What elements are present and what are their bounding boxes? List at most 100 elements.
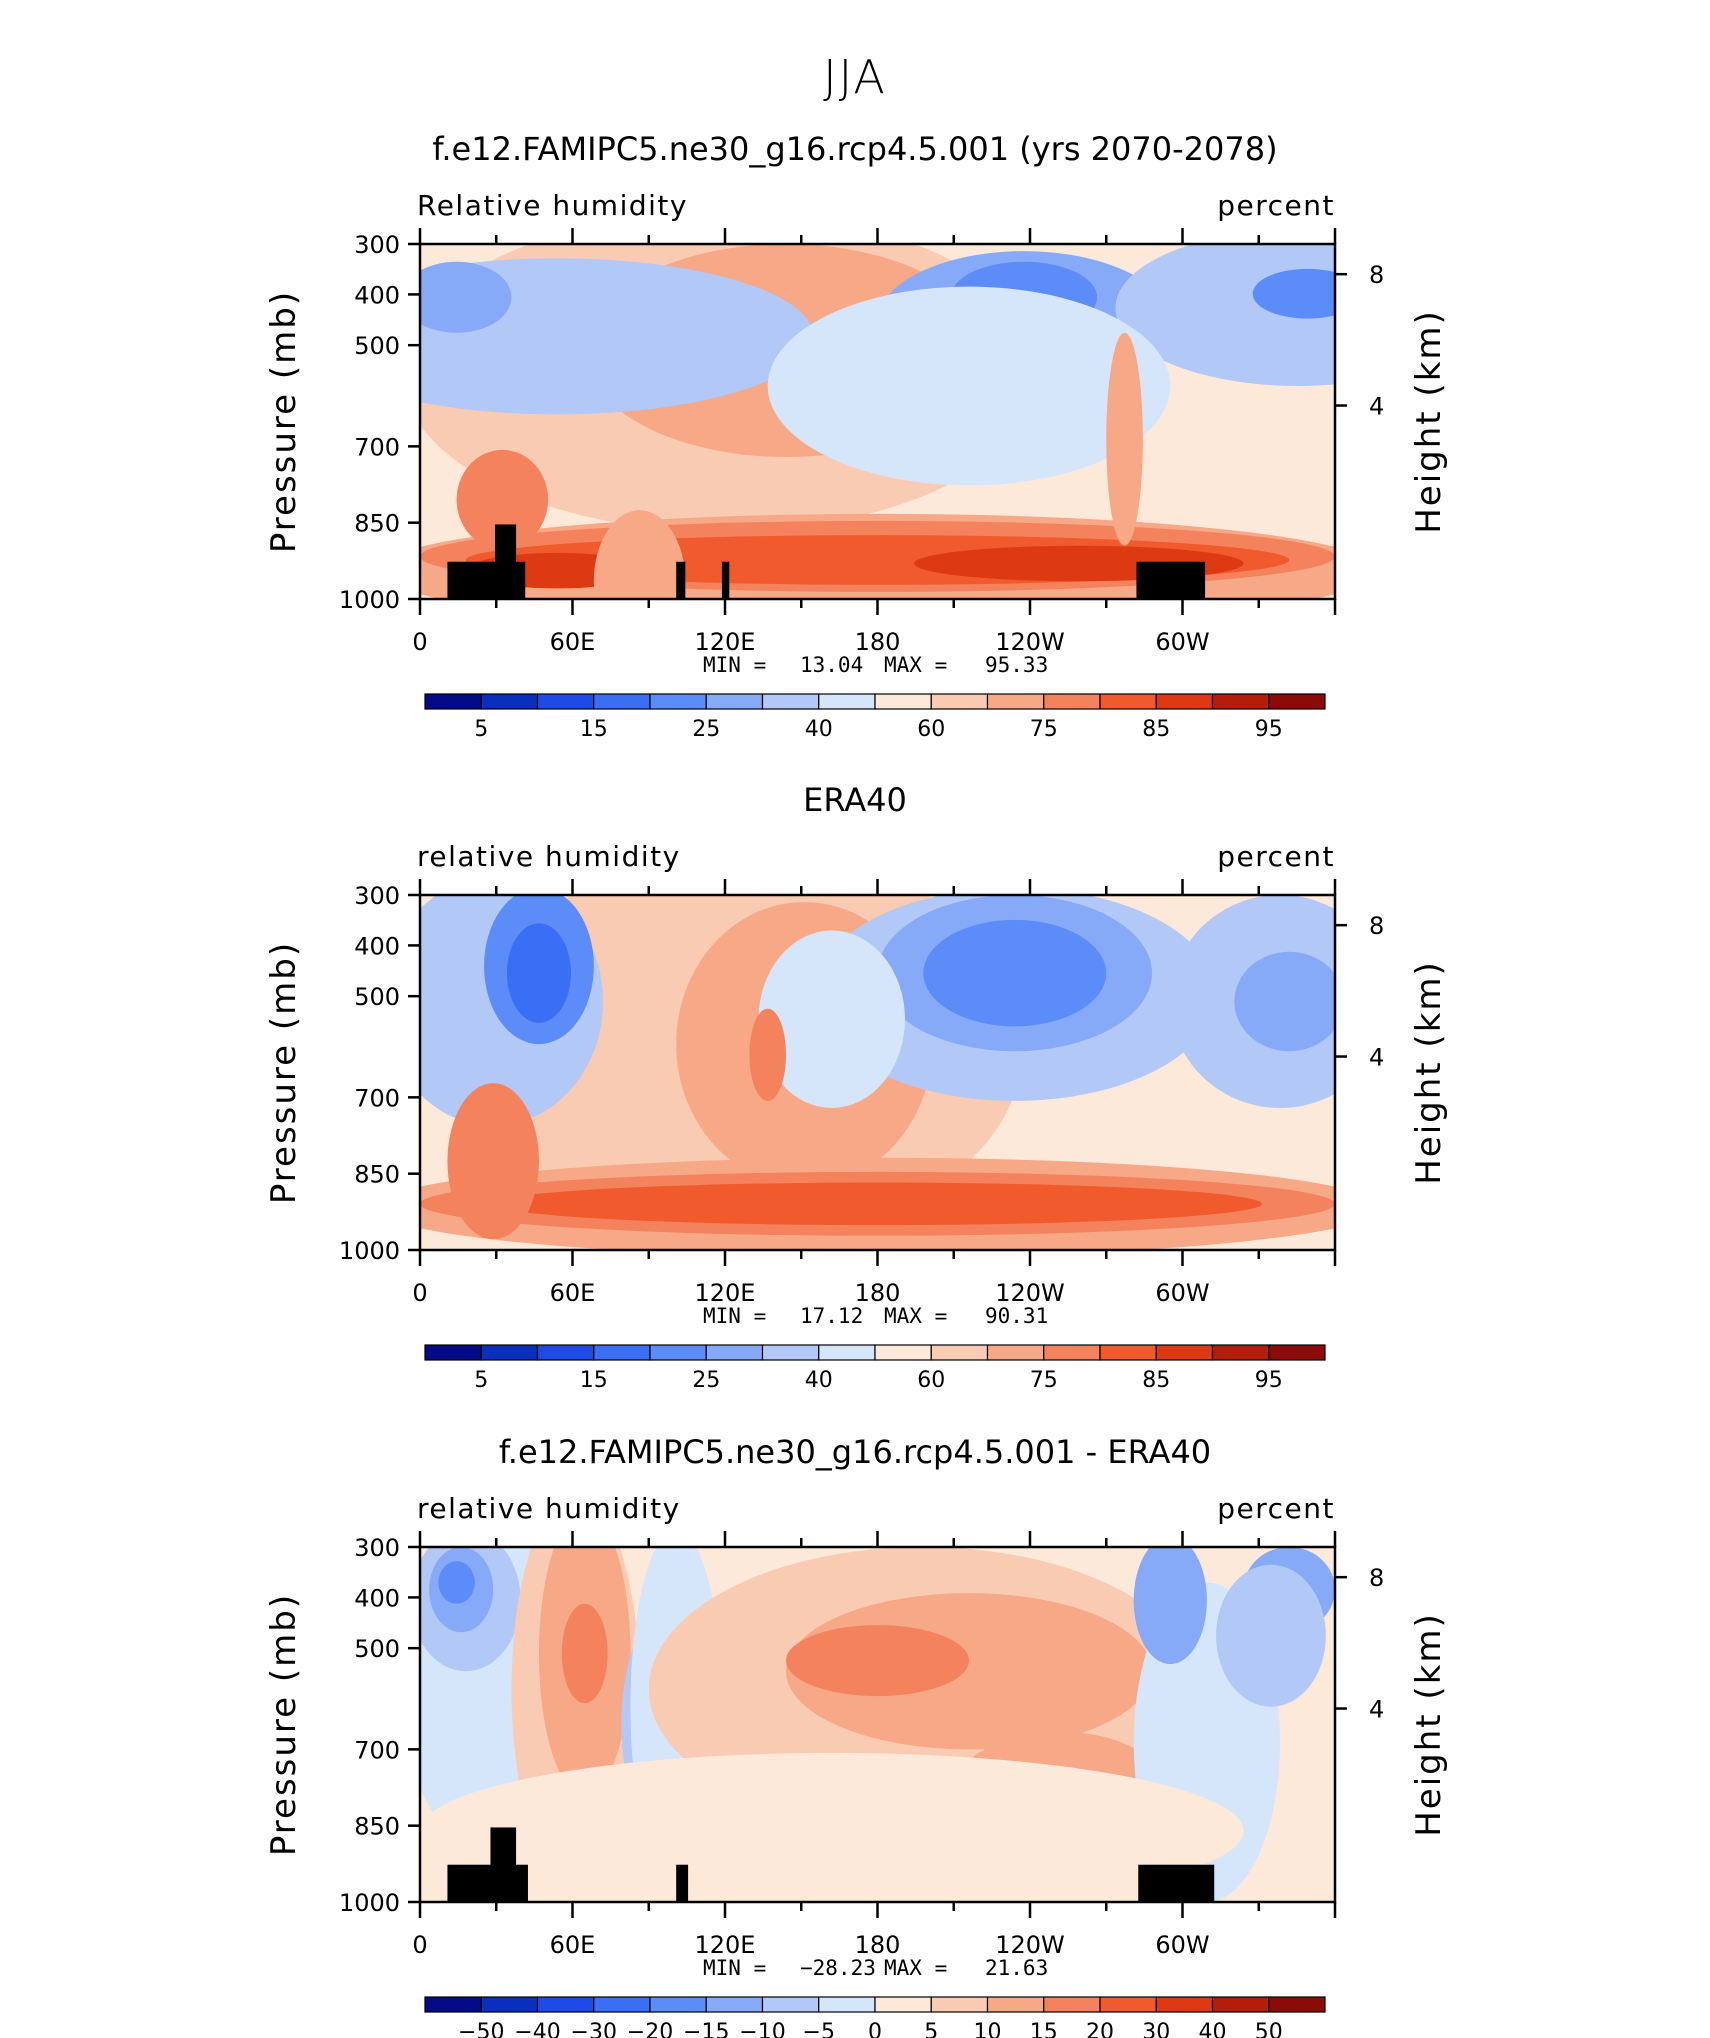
colorbar-label: 30 bbox=[1142, 2020, 1170, 2038]
colorbar-label: 5 bbox=[924, 2020, 938, 2038]
contour-region bbox=[493, 1182, 1262, 1226]
x-tick-label: 120E bbox=[695, 1279, 756, 1307]
colorbar-label: 15 bbox=[580, 717, 608, 742]
y-tick-label: 300 bbox=[354, 231, 400, 259]
colorbar-swatch bbox=[424, 693, 482, 710]
panel-title: f.e12.FAMIPC5.ne30_g16.rcp4.5.001 (yrs 2… bbox=[432, 130, 1277, 168]
colorbar-label: 5 bbox=[474, 1368, 488, 1393]
colorbar-label: 95 bbox=[1255, 717, 1283, 742]
units-label: percent bbox=[1217, 189, 1335, 222]
x-tick-label: 180 bbox=[855, 1931, 901, 1959]
x-tick-label: 60E bbox=[550, 1931, 596, 1959]
contour-region bbox=[767, 286, 1171, 486]
colorbar-label: −50 bbox=[458, 2020, 504, 2038]
colorbar-swatch bbox=[1155, 693, 1214, 710]
colorbar-swatch bbox=[930, 693, 989, 710]
colorbar-label: 40 bbox=[805, 717, 833, 742]
y-tick-label: 850 bbox=[354, 1161, 400, 1189]
colorbar-swatch bbox=[1211, 1344, 1270, 1361]
variable-label: Relative humidity bbox=[417, 189, 688, 222]
colorbar-swatch bbox=[649, 693, 707, 710]
colorbar-label: −15 bbox=[683, 2020, 729, 2038]
x-tick-label: 60E bbox=[550, 628, 596, 656]
height-axis-title: Height (km) bbox=[1409, 309, 1449, 534]
x-tick-label: 120W bbox=[995, 1279, 1065, 1307]
y-tick-label: 1000 bbox=[339, 586, 400, 614]
y-tick-label: 400 bbox=[354, 1584, 400, 1612]
colorbar-label: 40 bbox=[805, 1368, 833, 1393]
max-label: MAX = bbox=[884, 1304, 947, 1328]
colorbar-label: 10 bbox=[974, 2020, 1002, 2038]
x-tick-label: 0 bbox=[412, 1931, 427, 1959]
terrain-mask bbox=[721, 561, 730, 599]
contour-region bbox=[1106, 332, 1143, 546]
colorbar-label: 25 bbox=[692, 717, 720, 742]
contour-region bbox=[438, 1561, 475, 1604]
colorbar-swatch bbox=[1155, 1344, 1214, 1361]
colorbar-label: 85 bbox=[1142, 717, 1170, 742]
colorbar-swatch bbox=[1268, 693, 1326, 710]
colorbar-swatch bbox=[1211, 693, 1270, 710]
variable-label: relative humidity bbox=[417, 840, 681, 873]
colorbar-label: −30 bbox=[571, 2020, 617, 2038]
x-tick-label: 120E bbox=[695, 628, 756, 656]
colorbar-label: 75 bbox=[1030, 717, 1058, 742]
colorbar-swatch bbox=[1211, 1996, 1270, 2013]
colorbar-swatch bbox=[818, 1996, 876, 2013]
x-tick-label: 60W bbox=[1155, 628, 1209, 656]
colorbar-swatch bbox=[705, 693, 764, 710]
contour-region bbox=[593, 510, 686, 599]
y-axis-title: Pressure (mb) bbox=[264, 1593, 304, 1856]
colorbar-swatch bbox=[480, 1344, 539, 1361]
max-value: 90.31 bbox=[985, 1304, 1048, 1328]
colorbar-swatch bbox=[649, 1344, 707, 1361]
colorbar-swatch bbox=[1043, 1996, 1101, 2013]
colorbar-label: 15 bbox=[1030, 2020, 1058, 2038]
colorbar-swatch bbox=[424, 1344, 482, 1361]
height-tick-label: 8 bbox=[1369, 1564, 1384, 1592]
y-tick-label: 850 bbox=[354, 510, 400, 538]
min-value: −28.23 bbox=[800, 1956, 876, 1980]
colorbar-label: 60 bbox=[917, 717, 945, 742]
colorbar-swatch bbox=[593, 693, 651, 710]
x-tick-label: 0 bbox=[412, 628, 427, 656]
colorbar-swatch bbox=[761, 1344, 820, 1361]
min-value: 17.12 bbox=[800, 1304, 863, 1328]
contour-region bbox=[749, 1008, 786, 1101]
colorbar-label: 5 bbox=[474, 717, 488, 742]
colorbar-swatch bbox=[424, 1996, 482, 2013]
y-tick-label: 1000 bbox=[339, 1237, 400, 1265]
colorbar-swatch bbox=[705, 1344, 764, 1361]
colorbar-label: 40 bbox=[1199, 2020, 1227, 2038]
contour-region bbox=[447, 1083, 539, 1240]
height-tick-label: 4 bbox=[1369, 1696, 1384, 1724]
colorbar-swatch bbox=[761, 693, 820, 710]
colorbar-swatch bbox=[536, 1344, 595, 1361]
y-tick-label: 850 bbox=[354, 1813, 400, 1841]
colorbar-swatch bbox=[705, 1996, 764, 2013]
x-tick-label: 0 bbox=[412, 1279, 427, 1307]
colorbar-label: 95 bbox=[1255, 1368, 1283, 1393]
contour-region bbox=[1216, 1564, 1326, 1707]
colorbar-label: 15 bbox=[580, 1368, 608, 1393]
colorbar-swatch bbox=[874, 693, 932, 710]
colorbar-swatch bbox=[1099, 1344, 1157, 1361]
colorbar-swatch bbox=[986, 1996, 1045, 2013]
colorbar-label: 0 bbox=[868, 2020, 882, 2038]
colorbar-swatch bbox=[1099, 1996, 1157, 2013]
colorbar-swatch bbox=[930, 1344, 989, 1361]
x-tick-label: 120W bbox=[995, 1931, 1065, 1959]
height-tick-label: 8 bbox=[1369, 261, 1384, 289]
max-value: 21.63 bbox=[985, 1956, 1048, 1980]
x-tick-label: 180 bbox=[855, 1279, 901, 1307]
colorbar-swatch bbox=[818, 693, 876, 710]
contour-region bbox=[506, 923, 571, 1023]
x-tick-label: 60W bbox=[1155, 1931, 1209, 1959]
colorbar-label: 85 bbox=[1142, 1368, 1170, 1393]
contour-region bbox=[786, 1625, 969, 1697]
y-tick-label: 1000 bbox=[339, 1889, 400, 1917]
height-tick-label: 4 bbox=[1369, 393, 1384, 421]
y-tick-label: 400 bbox=[354, 281, 400, 309]
colorbar-label: 20 bbox=[1086, 2020, 1114, 2038]
